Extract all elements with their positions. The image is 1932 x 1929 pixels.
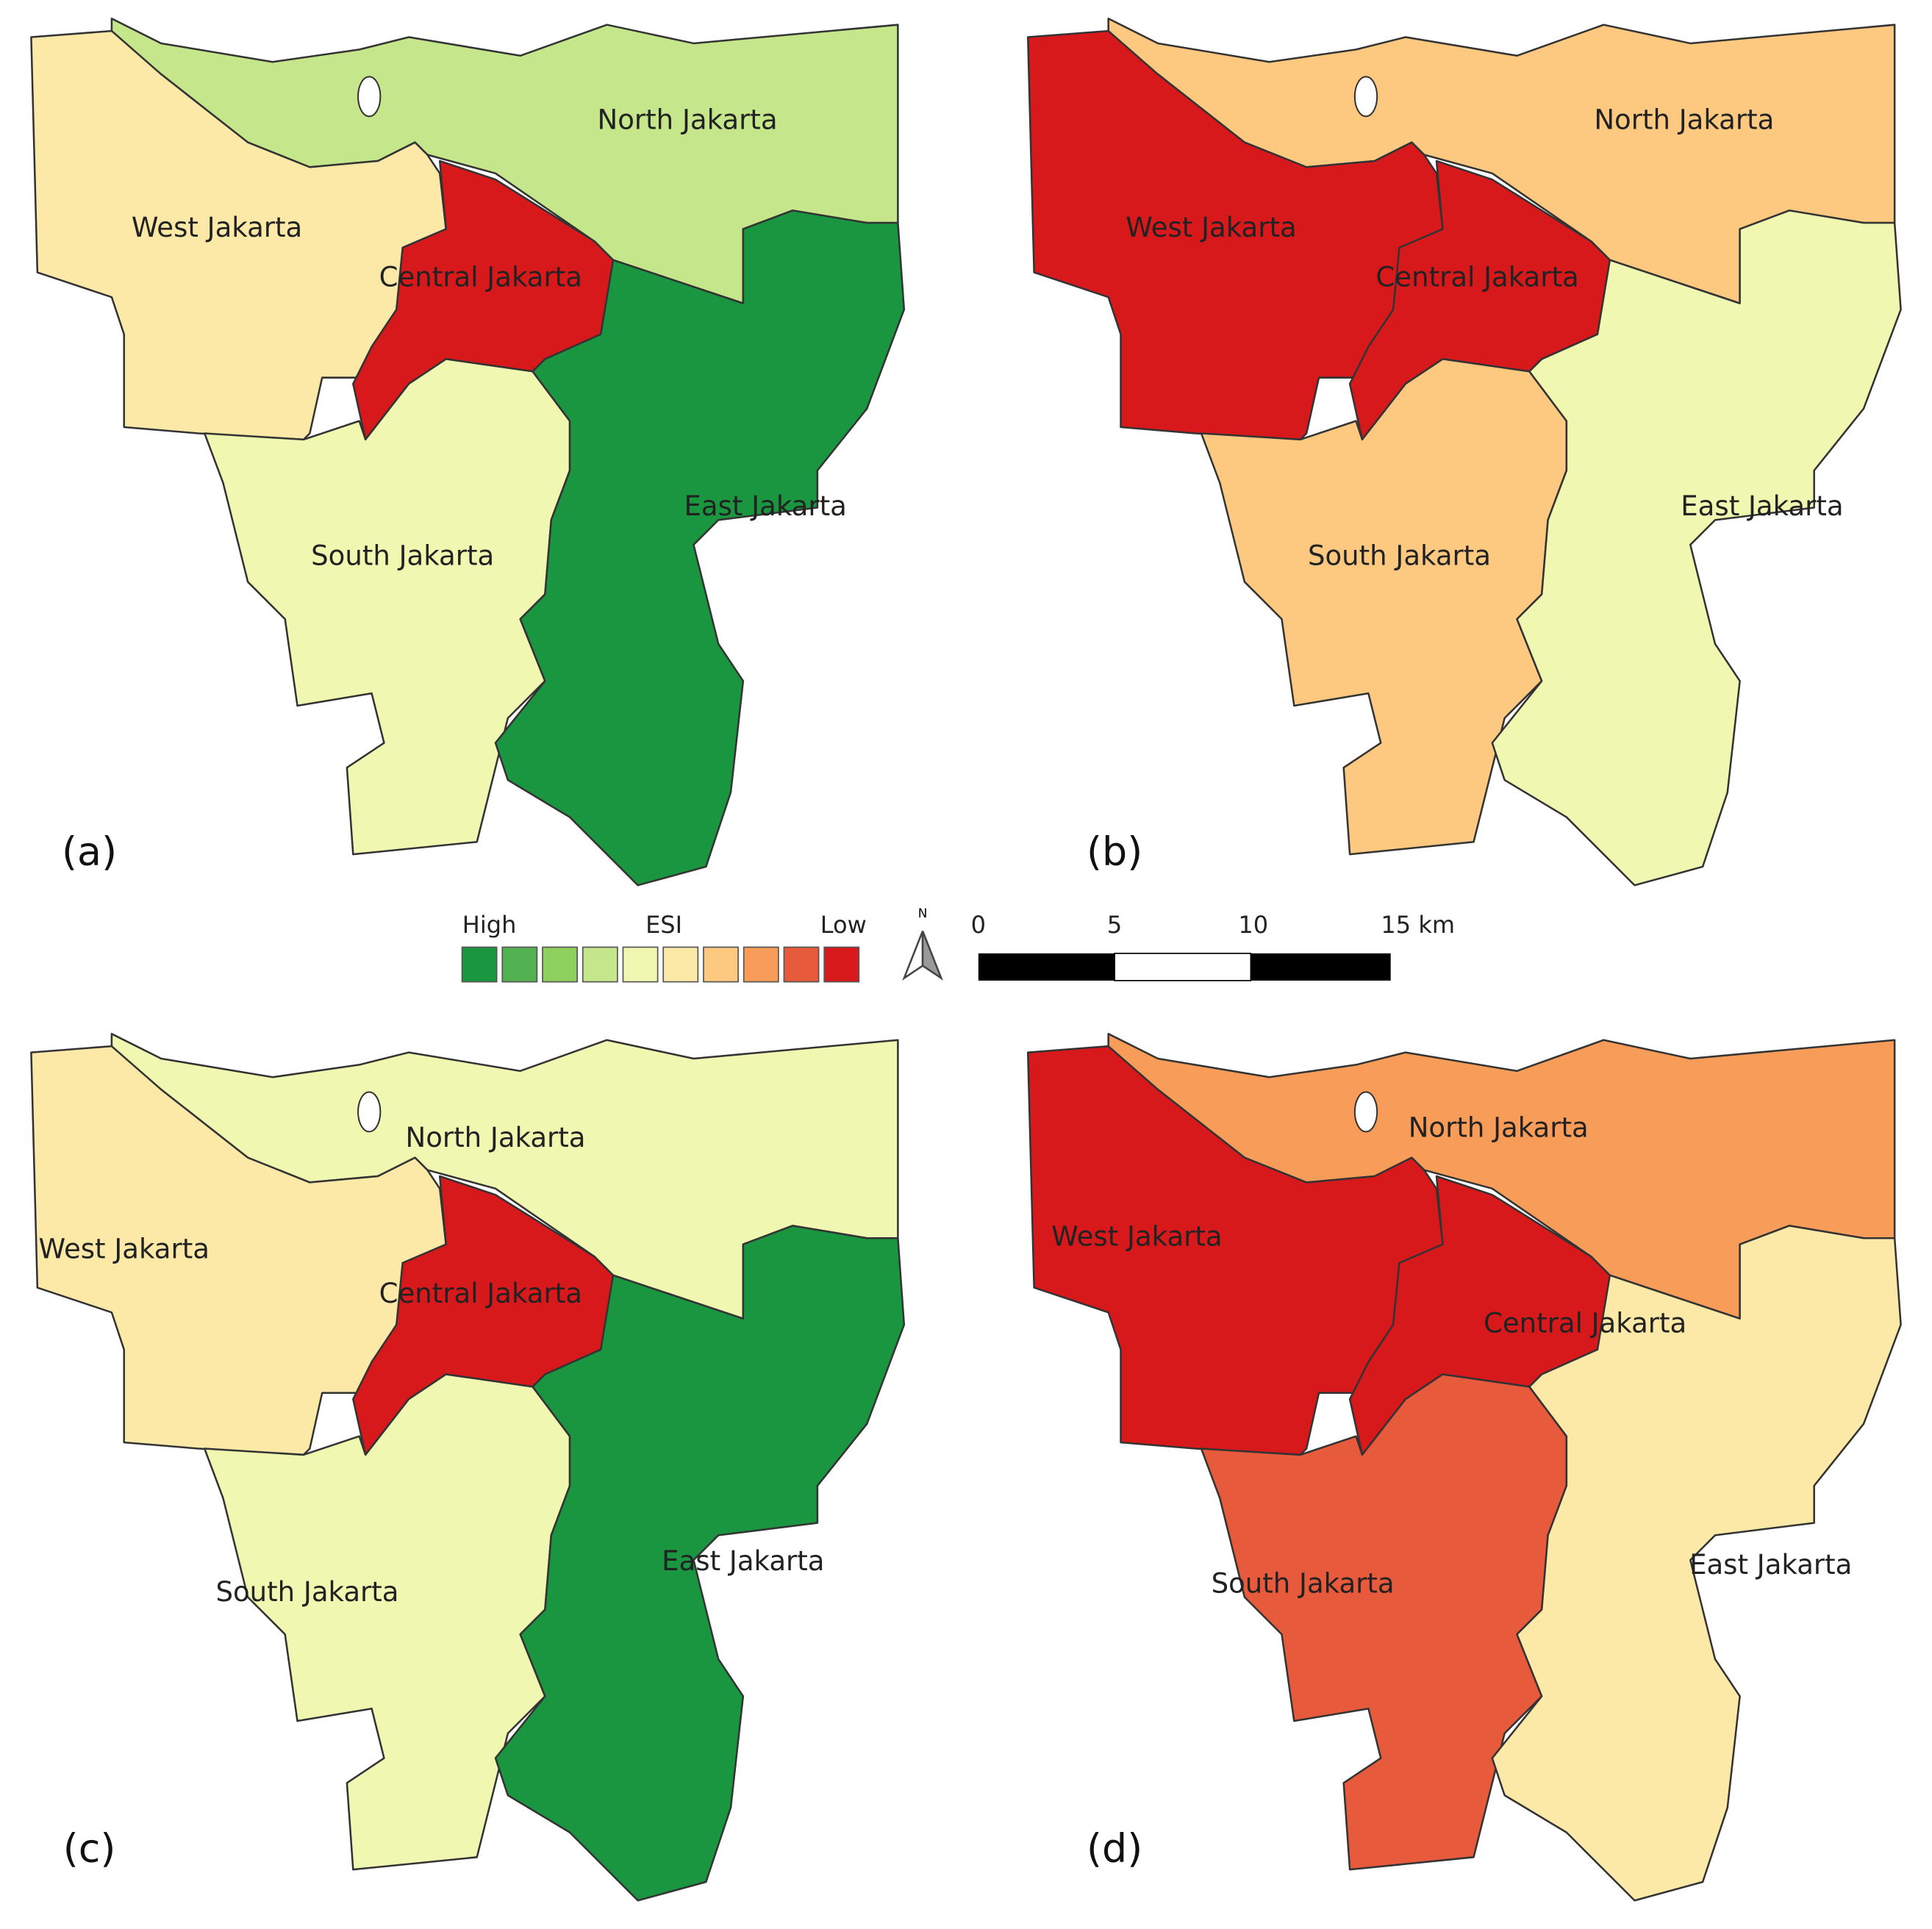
region [203,358,571,856]
region-label: Central Jakarta [379,261,582,293]
island [357,1091,382,1133]
region-label: West Jakarta [39,1234,210,1265]
region-label: South Jakarta [311,540,494,571]
region-label: East Jakarta [1681,490,1843,522]
region-label: West Jakarta [1051,1221,1222,1253]
region [494,1225,906,1902]
region [1491,1225,1902,1902]
arrow-right [921,931,943,981]
region-label: North Jakarta [598,104,778,136]
panel-label: (d) [1087,1825,1142,1872]
panel-label: (c) [63,1825,116,1872]
region-label: East Jakarta [662,1545,824,1577]
region-label: South Jakarta [215,1576,398,1608]
region-label: East Jakarta [684,490,847,522]
scale-label: 15 km [1381,911,1455,939]
region-label: South Jakarta [1308,540,1491,571]
region-label: South Jakarta [1212,1567,1395,1599]
arrow-left [902,931,924,981]
legend-swatch [501,946,538,983]
region-label: West Jakarta [132,212,302,243]
region-label: West Jakarta [1126,212,1296,243]
island [1353,76,1378,118]
region [1491,210,1902,887]
map-panel: North Jakarta West Jakarta Central Jakarta… [1026,1033,1902,1902]
scale-segment [978,953,1115,981]
legend-swatch [703,946,739,983]
scale-bar: 0 5 10 15 km [971,911,1455,981]
region-label: North Jakarta [1409,1112,1589,1144]
region-label: North Jakarta [1594,104,1774,136]
legend-high: High [462,911,517,939]
island [357,76,382,118]
panel-label: (b) [1087,828,1142,875]
region-label: East Jakarta [1689,1549,1852,1581]
scale-segment [1114,952,1252,981]
region [1200,358,1568,856]
scale-label: 10 [1238,911,1268,939]
legend-swatch [461,946,498,983]
north-label: N [918,906,928,920]
legend-swatch [823,946,860,983]
legend-swatch [622,946,659,983]
scale-label: 5 [1107,911,1122,939]
legend-title: ESI [645,911,682,939]
scale-label: 0 [971,911,986,939]
region [1200,1373,1568,1871]
region [203,1373,571,1871]
island [1353,1091,1378,1133]
legend-swatch [783,946,820,983]
map-panel: North Jakarta West Jakarta Central Jakarta… [30,18,906,887]
legend-swatch [582,946,618,983]
region [494,210,906,887]
map-panel: North Jakarta West Jakarta Central Jakarta… [1026,18,1902,887]
region-label: Central Jakarta [379,1278,582,1309]
legend-low: Low [820,911,867,939]
region-label: Central Jakarta [1484,1308,1686,1339]
region-label: North Jakarta [406,1122,586,1153]
panel-label: (a) [62,828,117,875]
region-label: Central Jakarta [1375,261,1578,293]
legend-swatch [662,946,699,983]
legend-swatch [743,946,779,983]
north-arrow: N [902,906,943,981]
legend: High ESI Low [461,911,867,983]
legend-swatch [542,946,578,983]
map-panel: North Jakarta West Jakarta Central Jakarta… [30,1033,906,1902]
scale-segment [1251,953,1391,981]
